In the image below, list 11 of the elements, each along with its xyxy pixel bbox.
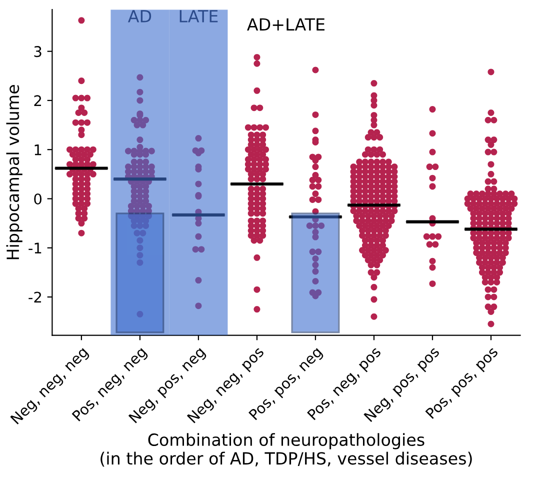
annotation: AD+LATE: [247, 18, 324, 30]
data-label: LATE: [180, 10, 218, 22]
y-tick-label: -2: [28, 292, 42, 303]
y-axis-title: Hippocampal volume: [6, 85, 22, 260]
y-tick-label: 1: [34, 144, 42, 156]
y-tick-label: 2: [34, 95, 42, 106]
data-label: AD: [128, 10, 152, 22]
y-tick-label: -1: [28, 242, 42, 254]
y-tick-label: 0: [34, 193, 42, 204]
x-axis-title: Combination of neuropathologies (in the order of AD, TDP/HS, vessel diseases): [100, 433, 472, 467]
y-tick-label: 3: [34, 46, 42, 58]
